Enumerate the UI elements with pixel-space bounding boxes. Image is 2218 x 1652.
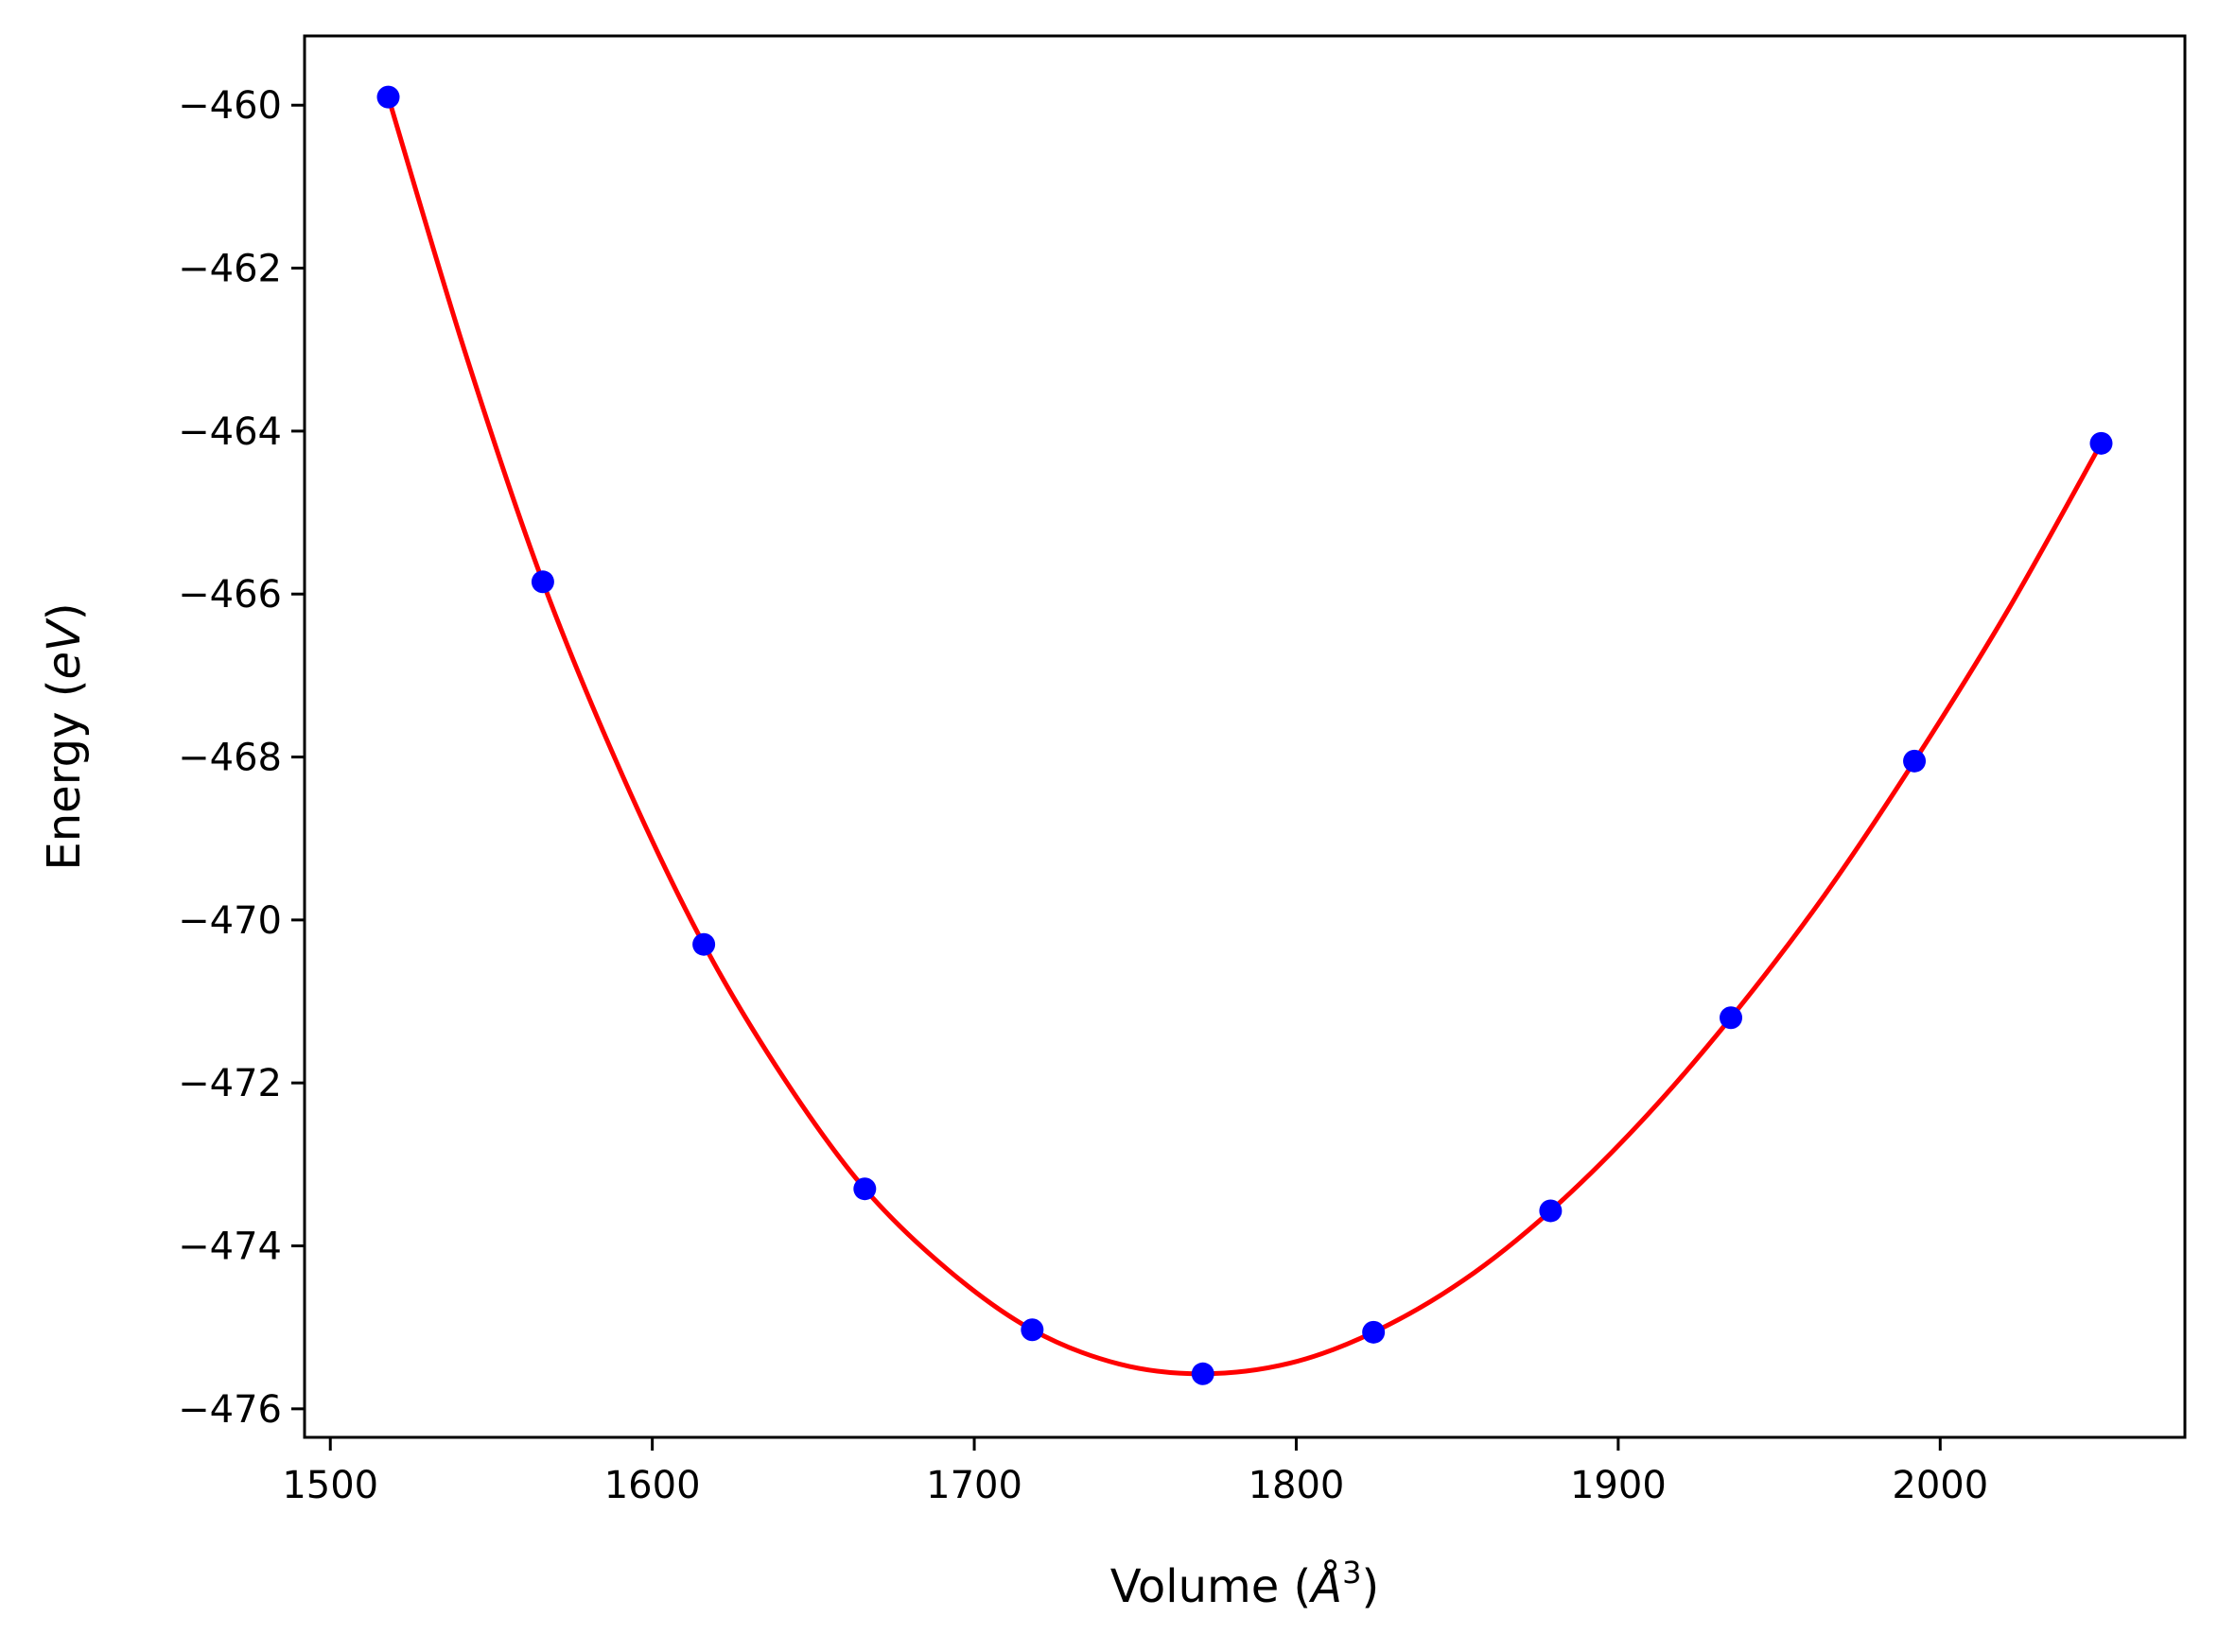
data-point [692,932,716,956]
data-point [853,1177,877,1201]
y-tick-label: −476 [178,1388,282,1432]
x-tick-label: 2000 [1892,1464,1988,1507]
data-point [1539,1199,1563,1223]
x-tick-label: 1600 [604,1464,701,1507]
x-tick-label: 1700 [926,1464,1022,1507]
data-point [1362,1320,1386,1344]
x-tick-label: 1500 [282,1464,378,1507]
data-point [2089,431,2113,455]
x-axis-label: Volume (Å3) [1110,1555,1379,1613]
y-tick-label: −464 [178,410,282,454]
x-axis-label-exponent: 3 [1342,1555,1361,1591]
plot-frame [303,34,2187,1439]
data-point [1021,1318,1044,1342]
data-point [1720,1006,1743,1030]
y-axis-label-suffix: ) [38,602,91,620]
fit-curve-line [386,96,2104,1377]
y-axis-label-unit: eV [38,617,91,680]
data-point [1903,749,1927,773]
y-tick-label: −466 [178,573,282,617]
x-axis-label-unit: Å [1308,1559,1342,1613]
y-tick-label: −474 [178,1226,282,1269]
y-axis-label-prefix: Energy ( [38,680,91,871]
plot-area [376,85,2113,1385]
y-tick-label: −472 [178,1062,282,1105]
x-axis-label-suffix: ) [1361,1560,1379,1613]
data-point [376,85,400,109]
y-tick-label: −468 [178,737,282,780]
y-tick-label: −460 [178,84,282,128]
y-tick-label: −470 [178,899,282,943]
x-axis: 1500 1600 1700 1800 1900 2000 [282,1437,1988,1507]
data-point [1191,1362,1214,1385]
x-tick-label: 1900 [1570,1464,1667,1507]
x-tick-label: 1800 [1249,1464,1345,1507]
x-axis-label-prefix: Volume ( [1110,1560,1312,1613]
data-point [531,570,554,594]
y-axis-label: Energy (eV) [38,602,91,870]
y-axis: −460 −462 −464 −466 −468 −470 −472 −474 −476 [178,84,305,1432]
y-tick-label: −462 [178,248,282,291]
